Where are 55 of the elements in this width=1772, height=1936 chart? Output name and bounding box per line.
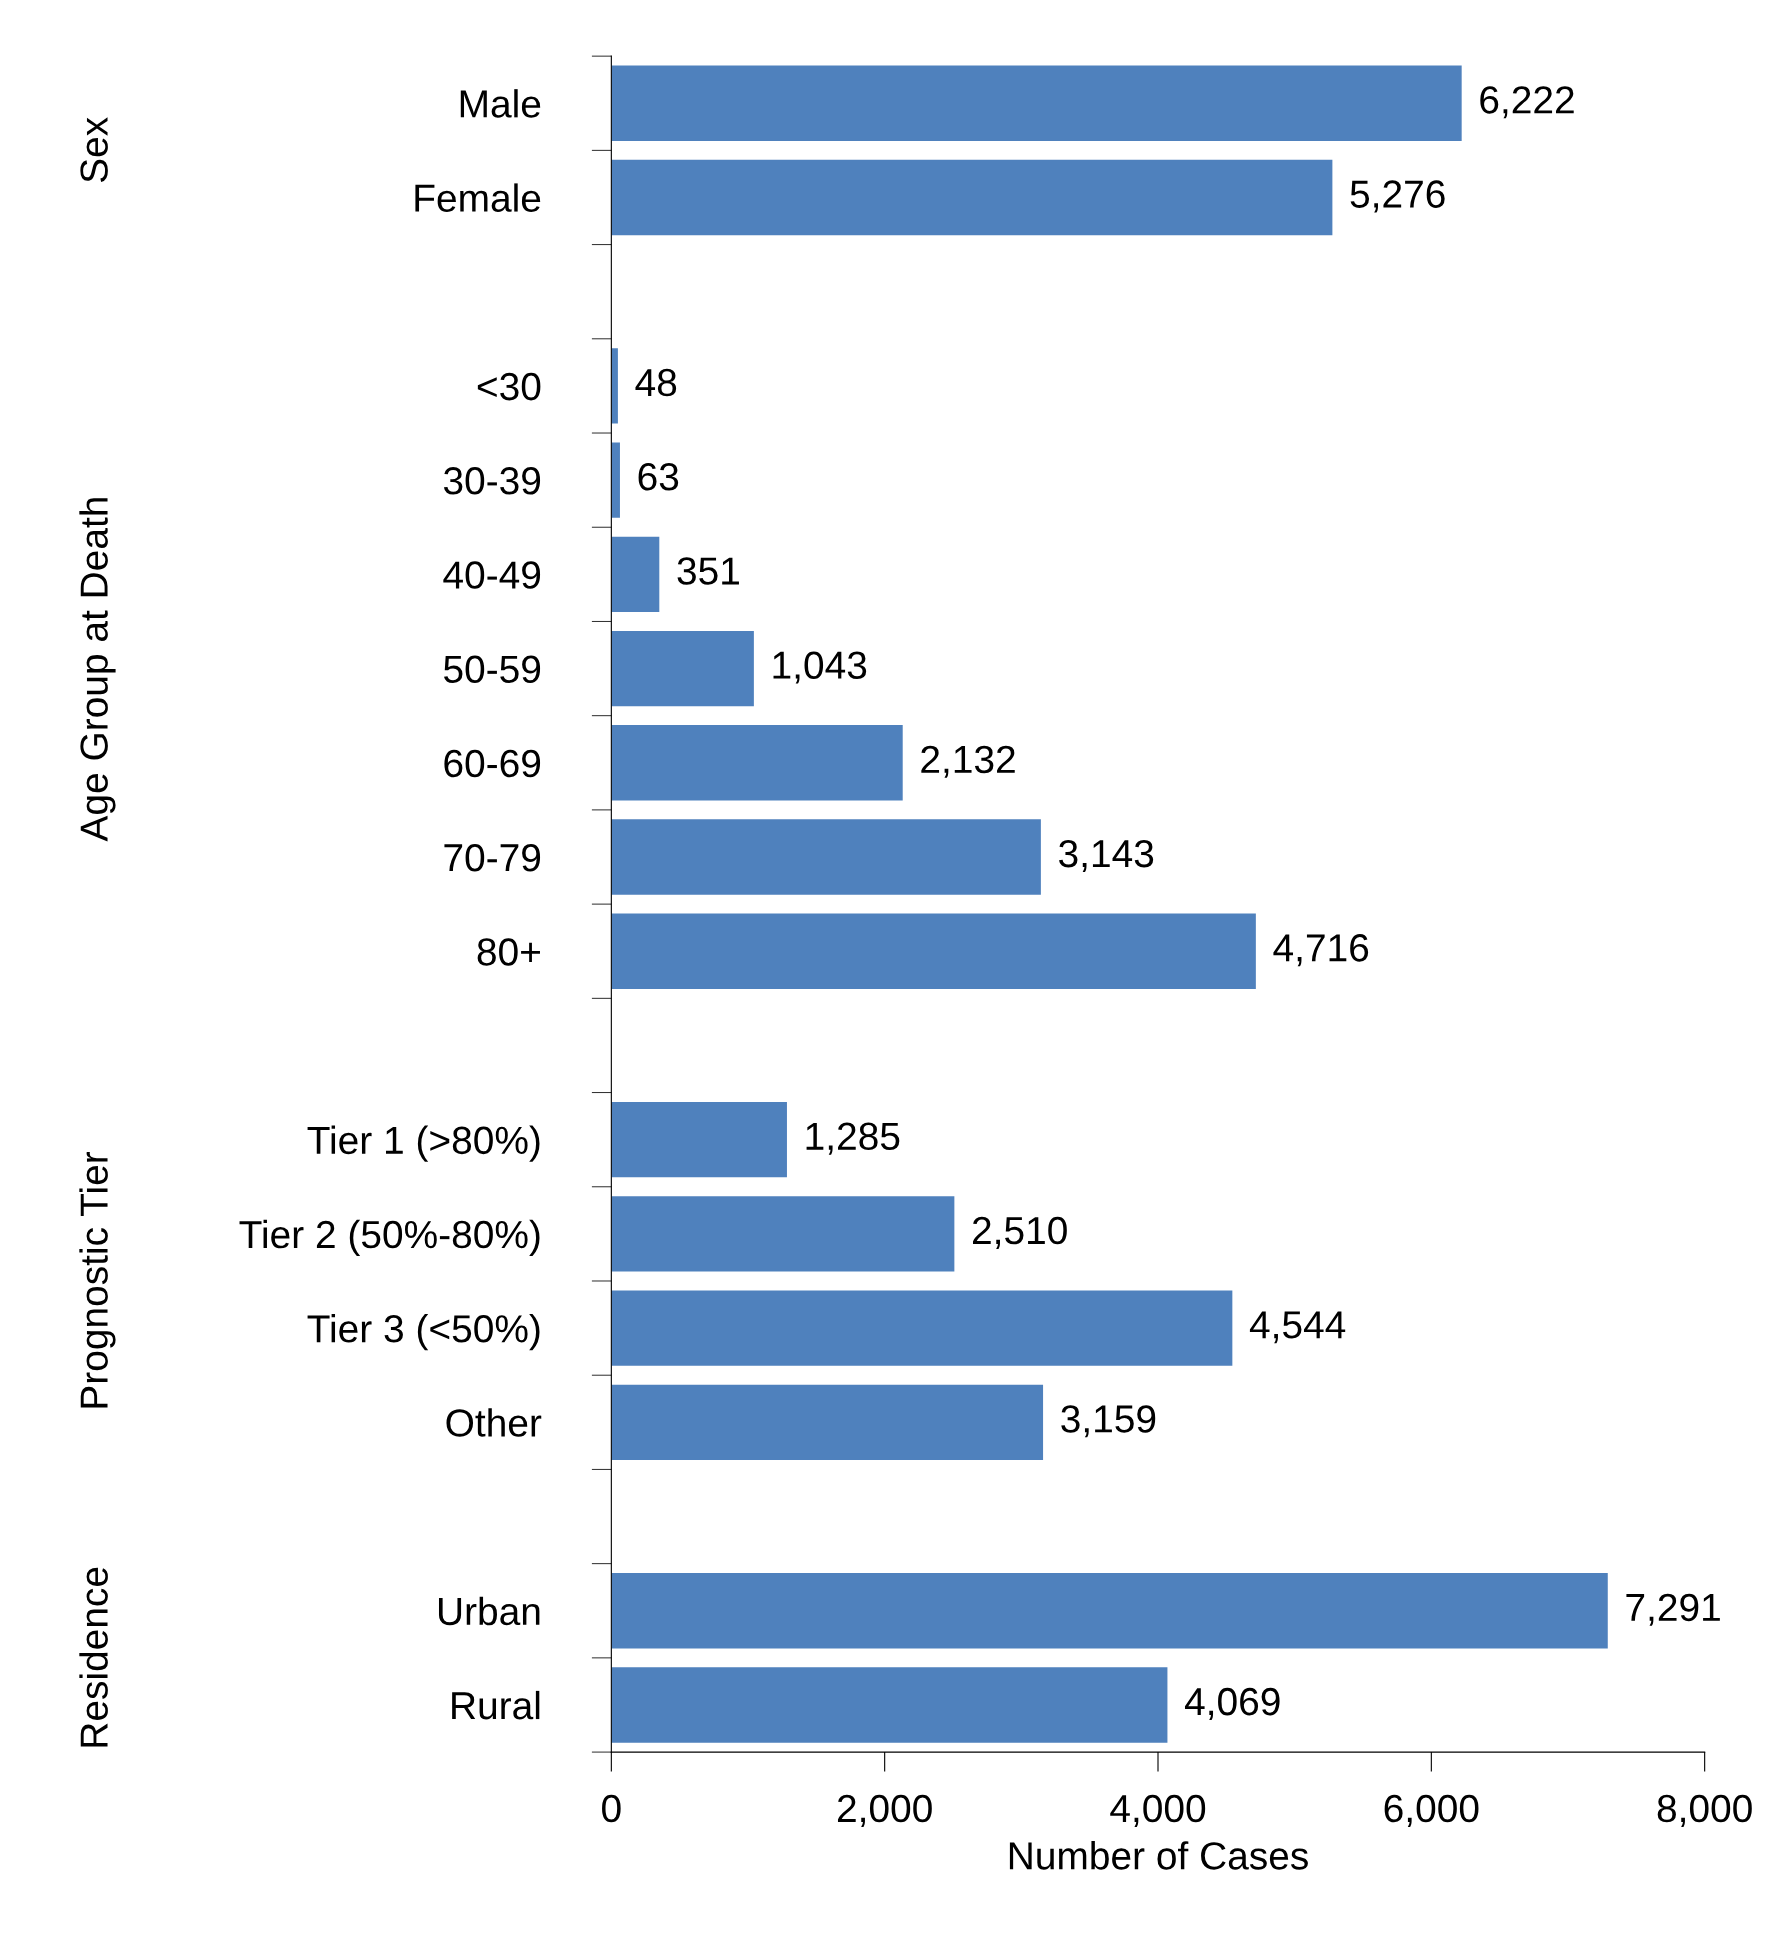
data-label: 2,510	[972, 1216, 1067, 1249]
data-label: 3,159	[1061, 1405, 1156, 1438]
data-label: 3,143	[1059, 839, 1154, 873]
bar	[611, 1573, 1608, 1649]
bar	[611, 1290, 1233, 1366]
data-label: 7,291	[1626, 1593, 1720, 1626]
bar	[611, 65, 1462, 141]
data-label: 4,544	[1249, 1311, 1346, 1344]
bar	[611, 913, 1256, 989]
bar	[611, 536, 660, 613]
y-tick-label: Tier 2 (50%-80%)	[239, 1219, 540, 1257]
x-tick-label: 0	[602, 1794, 621, 1823]
y-tick-label: 30-39	[443, 467, 541, 495]
y-tick-label: Tier 3 (<50%)	[307, 1314, 540, 1351]
data-label: 63	[638, 463, 679, 491]
bar	[611, 819, 1041, 895]
y-tick-label: Male	[460, 89, 541, 118]
y-tick-label: 70-79	[444, 843, 541, 872]
data-label: 48	[635, 368, 677, 397]
data-label: 4,069	[1184, 1687, 1280, 1720]
bar	[611, 630, 754, 707]
y-tick-label: 40-49	[443, 561, 541, 589]
text: Residence	[79, 1567, 108, 1747]
bar	[611, 1667, 1168, 1743]
y-tick-label: Female	[415, 183, 541, 212]
data-label: 1,285	[806, 1122, 900, 1155]
bar	[611, 1384, 1044, 1460]
y-tick-label: Tier 1 (>80%)	[307, 1125, 540, 1162]
text: Age Group at Death	[79, 498, 116, 842]
text: Sex	[80, 117, 108, 183]
bar	[611, 348, 618, 424]
text: Prognostic Tier	[79, 1151, 116, 1408]
y-tick-label: 50-59	[444, 655, 541, 684]
bar	[611, 725, 903, 801]
data-label: 5,276	[1350, 180, 1445, 213]
x-tick-label: 8,000	[1657, 1794, 1752, 1827]
x-tick-label: 6,000	[1384, 1794, 1479, 1827]
y-tick-label: 60-69	[444, 749, 541, 778]
data-label: 6,222	[1480, 86, 1574, 119]
bar	[611, 159, 1333, 236]
y-tick-label: Urban	[438, 1596, 540, 1626]
data-label: 4,716	[1273, 934, 1369, 967]
x-tick-label: 4,000	[1110, 1794, 1206, 1827]
y-tick-label: 80+	[477, 938, 540, 966]
x-axis-title: Number of Cases	[1009, 1841, 1308, 1870]
bar	[611, 1101, 787, 1178]
y-tick-label: <30	[477, 372, 541, 401]
y-tick-label: Rural	[452, 1690, 540, 1720]
x-tick-label: 2,000	[837, 1794, 932, 1827]
data-label: 351	[677, 557, 739, 585]
bar	[611, 1196, 955, 1272]
bar	[611, 442, 620, 518]
data-label: 1,043	[773, 651, 867, 684]
data-label: 2,132	[921, 745, 1015, 778]
y-tick-label: Other	[446, 1408, 542, 1437]
